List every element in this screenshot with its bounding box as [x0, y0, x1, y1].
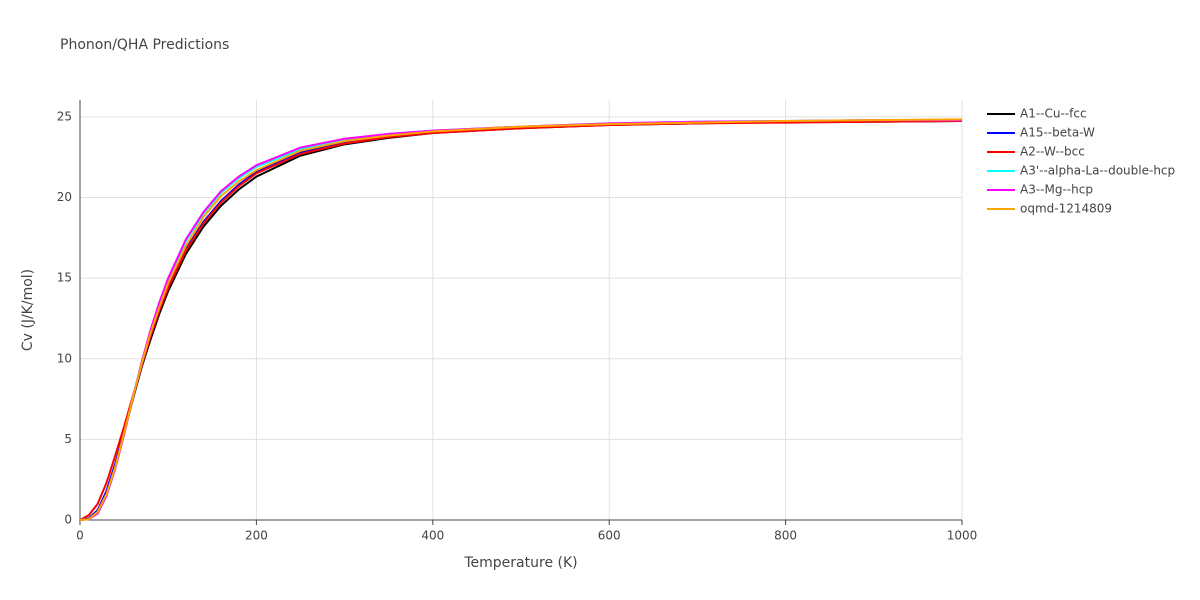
y-tick-label: 0 [64, 513, 72, 527]
y-tick-label: 15 [57, 271, 72, 285]
legend-label: A15--beta-W [1020, 126, 1095, 140]
series-line [79, 119, 963, 521]
series-line [79, 119, 963, 521]
x-tick-label: 0 [76, 529, 84, 543]
legend-label: A1--Cu--fcc [1020, 107, 1087, 121]
chart-title: Phonon/QHA Predictions [60, 37, 229, 53]
legend-label: A3--Mg--hcp [1020, 183, 1093, 197]
y-tick-label: 5 [64, 432, 72, 446]
x-axis-title: Temperature (K) [463, 555, 577, 571]
x-tick-label: 400 [421, 529, 444, 543]
legend-label: oqmd-1214809 [1020, 202, 1112, 216]
x-tick-label: 800 [774, 529, 797, 543]
series-line [79, 119, 962, 521]
y-tick-label: 10 [57, 351, 72, 365]
y-tick-label: 25 [57, 109, 72, 123]
series-line [79, 119, 963, 521]
x-tick-label: 200 [245, 529, 268, 543]
x-tick-label: 1000 [947, 529, 978, 543]
legend-label: A2--W--bcc [1020, 145, 1085, 159]
series-line [79, 119, 962, 521]
y-axis-title: Cv (J/K/mol) [20, 269, 36, 351]
series-line [79, 118, 963, 521]
y-tick-label: 20 [57, 190, 72, 204]
x-tick-label: 600 [598, 529, 621, 543]
legend-label: A3'--alpha-La--double-hcp [1020, 164, 1175, 178]
